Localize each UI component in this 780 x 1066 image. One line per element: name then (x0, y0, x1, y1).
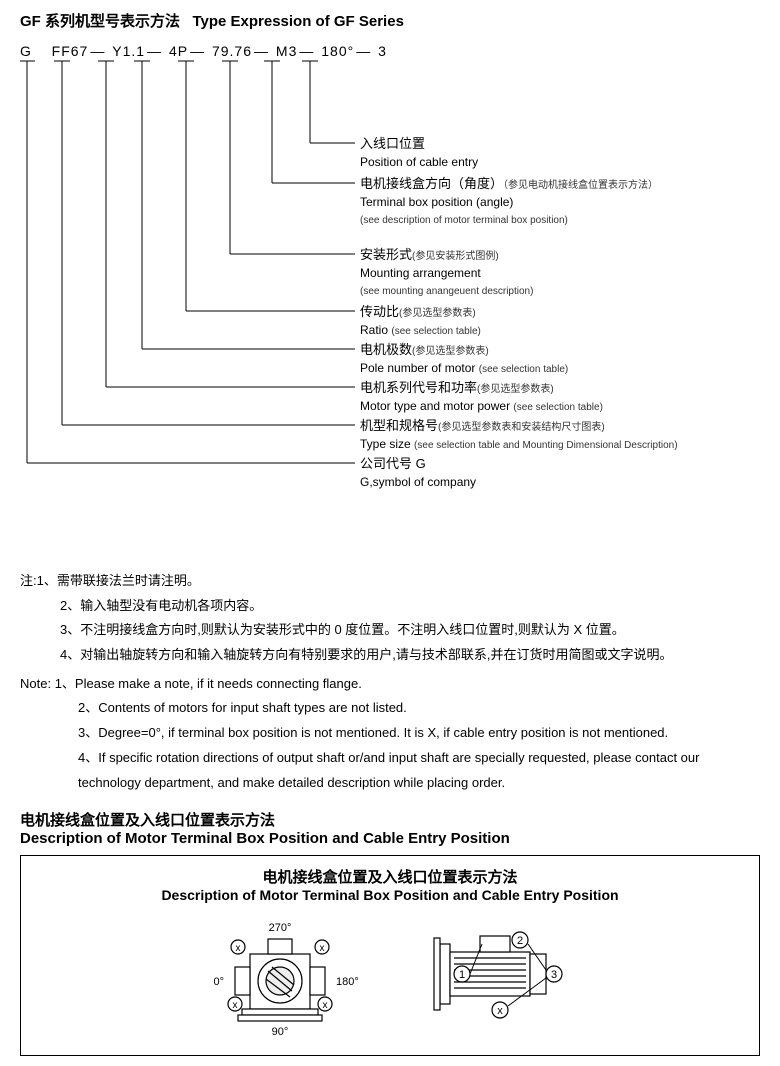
angle-bottom: 90° (272, 1026, 289, 1038)
section2-en: Description of Motor Terminal Box Positi… (20, 830, 760, 847)
angle-right: 180° (336, 976, 359, 988)
motor-front-view: x x x x 270° 0° 180° 90° (180, 909, 380, 1039)
marker-1: 1 (459, 969, 465, 981)
marker-2: 2 (517, 935, 523, 947)
note-cn-4: 4、对输出轴旋转方向和输入轴旋转方向有特别要求的用户,请与技术部联系,并在订货时… (20, 643, 760, 668)
type-expression-diagram: G FF67— Y1.1— 4P— 79.76— M3— 180°— 3 入线口… (20, 43, 760, 563)
motor-figures: x x x x 270° 0° 180° 90° (31, 909, 749, 1039)
box-title-en: Description of Motor Terminal Box Positi… (31, 887, 749, 903)
notes-cn-row: 注:1、需带联接法兰时请注明。 (20, 569, 760, 594)
section2-title: 电机接线盒位置及入线口位置表示方法 Description of Motor T… (20, 809, 760, 847)
note-cn-2: 2、输入轴型没有电动机各项内容。 (20, 594, 760, 619)
title-cn: GF 系列机型号表示方法 (20, 13, 180, 30)
note-en-1: 1、Please make a note, if it needs connec… (55, 676, 362, 691)
angle-top: 270° (269, 922, 292, 934)
callout-3: 传动比(参见选型参数表)Ratio (see selection table) (360, 303, 481, 339)
callout-7: 公司代号 GG,symbol of company (360, 455, 476, 491)
callout-4: 电机极数(参见选型参数表)Pole number of motor (see s… (360, 341, 568, 377)
marker-x: x (497, 1005, 503, 1017)
marker-x: x (236, 943, 241, 954)
note-cn-3: 3、不注明接线盒方向时,则默认为安装形式中的 0 度位置。不注明入线口位置时,则… (20, 618, 760, 643)
callout-2: 安装形式(参见安装形式图例)Mounting arrangement(see m… (360, 246, 533, 300)
note-cn-1: 1、需带联接法兰时请注明。 (37, 573, 200, 588)
marker-x: x (323, 1000, 328, 1011)
title-en: Type Expression of GF Series (192, 13, 403, 30)
callout-1: 电机接线盒方向（角度）（参见电动机接线盒位置表示方法）Terminal box … (360, 175, 658, 229)
description-box: 电机接线盒位置及入线口位置表示方法 Description of Motor T… (20, 855, 760, 1056)
angle-left: 0° (213, 976, 224, 988)
callout-lines (20, 43, 360, 503)
section2-cn: 电机接线盒位置及入线口位置表示方法 (20, 809, 760, 830)
callout-6: 机型和规格号(参见选型参数表和安装结构尺寸图表)Type size (see s… (360, 417, 678, 453)
note-en-2: 2、Contents of motors for input shaft typ… (20, 696, 760, 721)
page-title: GF 系列机型号表示方法 Type Expression of GF Serie… (20, 10, 760, 31)
seg-7: 3 (378, 43, 387, 59)
note-en-3: 3、Degree=0°, if terminal box position is… (20, 721, 760, 746)
notes-cn-header: 注: (20, 573, 37, 588)
motor-side-view: 1 2 3 x (420, 914, 600, 1034)
marker-x: x (233, 1000, 238, 1011)
box-title-cn: 电机接线盒位置及入线口位置表示方法 (31, 866, 749, 887)
marker-x: x (320, 943, 325, 954)
note-en-4: 4、If specific rotation directions of out… (20, 746, 760, 795)
callout-0: 入线口位置Position of cable entry (360, 135, 478, 171)
notes-en-header: Note: (20, 676, 51, 691)
callout-5: 电机系列代号和功率(参见选型参数表)Motor type and motor p… (360, 379, 603, 415)
marker-3: 3 (551, 969, 557, 981)
notes-en-row: Note: 1、Please make a note, if it needs … (20, 672, 760, 697)
notes-block: 注:1、需带联接法兰时请注明。 2、输入轴型没有电动机各项内容。 3、不注明接线… (20, 569, 760, 795)
